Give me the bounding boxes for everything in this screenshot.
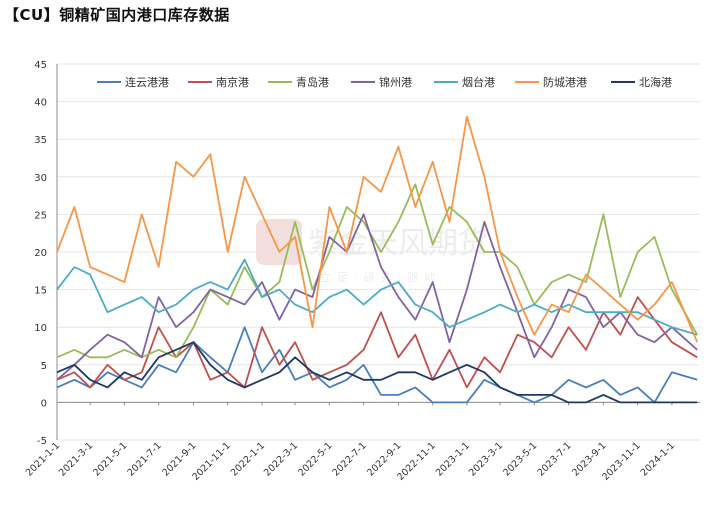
y-tick-labels: -5 0 5 10 15 20 25 30 35 40 45 <box>34 60 47 447</box>
watermark-tagline: 立足·研究·驱动 <box>320 270 441 284</box>
series-line <box>56 115 699 343</box>
y-tick-label: 5 <box>41 361 47 372</box>
x-tick-label: 2021-5-1 <box>91 440 129 478</box>
y-tick-label: 30 <box>34 173 47 184</box>
x-tick-label: 2023-3-1 <box>467 440 505 478</box>
y-tick-label: -5 <box>37 436 47 447</box>
legend-label: 北海港 <box>639 75 672 89</box>
series-lines <box>56 115 699 404</box>
x-tick-label: 2022-1-1 <box>229 440 267 478</box>
y-tick-label: 10 <box>34 323 47 334</box>
legend-label: 烟台港 <box>462 75 495 89</box>
x-tick-label: 2023-5-1 <box>501 440 539 478</box>
x-tick-label: 2021-7-1 <box>125 440 163 478</box>
x-tick-label: 2022-7-1 <box>330 440 368 478</box>
series-line <box>56 341 698 404</box>
legend-label: 连云港港 <box>125 76 169 89</box>
watermark-name: 紫金天风期货 <box>308 226 488 261</box>
legend-label: 南京港 <box>216 75 249 89</box>
x-tick-label: 2021-3-1 <box>57 440 95 478</box>
legend-label: 防城港港 <box>543 75 587 89</box>
y-tick-label: 20 <box>34 248 47 259</box>
chart-title: 【CU】铜精矿国内港口库存数据 <box>4 6 230 24</box>
y-tick-label: 40 <box>34 98 47 109</box>
y-tick-label: 35 <box>34 135 47 146</box>
x-tick-label: 2022-3-1 <box>262 440 300 478</box>
series-line <box>56 258 698 336</box>
y-tick-label: 15 <box>34 286 47 297</box>
series-line <box>56 213 698 381</box>
x-tick-label: 2024-1-1 <box>639 440 677 478</box>
x-tick-label: 2023-1-1 <box>434 440 472 478</box>
watermark-logo <box>256 219 302 265</box>
series-line <box>56 296 698 389</box>
legend-label: 青岛港 <box>296 75 329 89</box>
legend-label: 锦州港 <box>379 75 412 89</box>
x-tick-label: 2023-7-1 <box>535 440 573 478</box>
x-tick-labels: 2021-1-12021-3-12021-5-12021-7-12021-9-1… <box>24 402 677 483</box>
y-tick-label: 0 <box>41 398 47 409</box>
x-tick-label: 2022-5-1 <box>296 440 334 478</box>
legend: 连云港港 南京港 青岛港 锦州港 烟台港 防城港港 北海港 <box>97 75 672 89</box>
y-tick-label: 25 <box>34 210 47 221</box>
y-tick-label: 45 <box>34 60 47 71</box>
